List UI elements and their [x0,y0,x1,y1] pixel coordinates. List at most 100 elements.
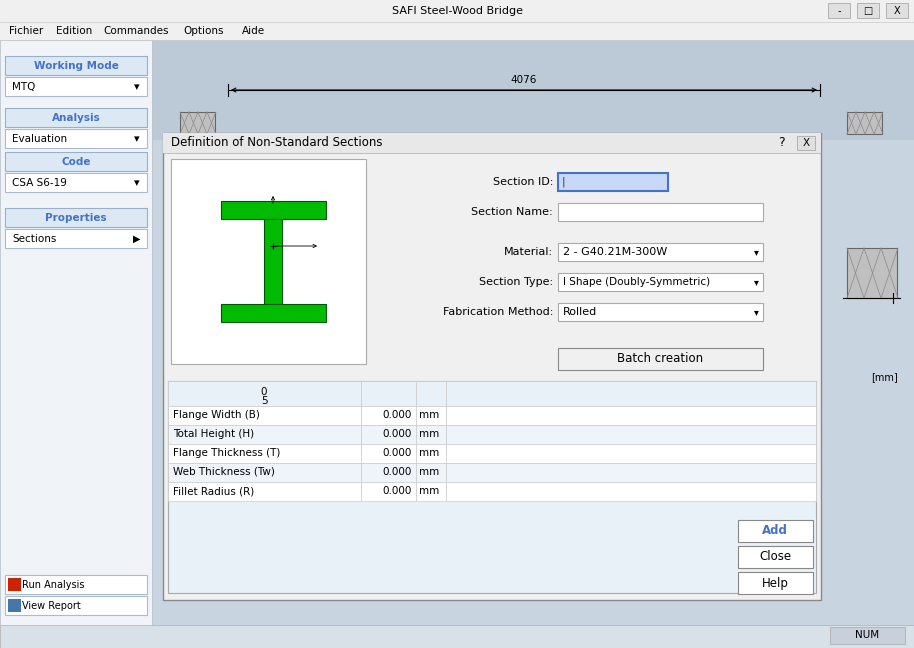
Text: Evaluation: Evaluation [12,134,67,144]
Text: Web Thickness (Tw): Web Thickness (Tw) [173,467,275,477]
Bar [416,381,446,406]
Bar [168,381,816,593]
Text: mm: mm [419,448,440,458]
Bar [416,463,446,482]
Text: Zs: Zs [322,234,331,243]
Bar [163,133,821,153]
Bar [5,575,147,594]
Text: X: X [894,6,900,16]
Text: ▾: ▾ [134,134,140,144]
Text: Analysis: Analysis [51,113,101,123]
Text: Ys: Ys [275,184,283,193]
Bar [264,219,282,304]
Bar [8,599,21,612]
Text: mm: mm [419,467,440,477]
Bar [558,243,763,261]
Bar [221,201,326,219]
Bar [361,463,416,482]
Bar [5,229,147,248]
Bar [446,406,816,425]
Text: Help: Help [761,577,789,590]
Text: Section Type:: Section Type: [479,277,553,287]
Text: 2 - G40.21M-300W: 2 - G40.21M-300W [563,247,667,257]
Text: □: □ [864,6,873,16]
Text: mm: mm [419,429,440,439]
Text: ▶: ▶ [133,234,140,244]
Text: Commandes: Commandes [103,26,168,36]
Bar [416,444,446,463]
Bar [168,463,361,482]
Text: mm: mm [419,486,440,496]
Bar [152,40,914,625]
Bar [361,482,416,501]
Text: Tw: Tw [252,275,262,284]
Bar [5,173,147,192]
Bar [5,208,147,227]
Bar [5,596,147,615]
Text: Add: Add [762,524,788,537]
Bar [8,578,21,591]
Bar [163,133,821,600]
Text: Flange Thickness (T): Flange Thickness (T) [173,448,281,458]
Text: Edition: Edition [56,26,92,36]
Bar [558,303,763,321]
Bar [361,425,416,444]
Bar [0,40,152,625]
Text: mm: mm [419,410,440,420]
Text: CSA S6-19: CSA S6-19 [12,178,67,188]
Bar [446,463,816,482]
Bar [446,482,816,501]
Text: 0: 0 [270,193,274,199]
Text: -: - [837,6,841,16]
Bar [361,406,416,425]
Text: I Shape (Doubly-Symmetric): I Shape (Doubly-Symmetric) [563,277,710,287]
Text: P: P [309,244,314,253]
Text: MTQ: MTQ [12,82,36,92]
Text: Section Name:: Section Name: [472,207,553,217]
Text: Run Analysis: Run Analysis [22,580,84,590]
Bar [180,112,215,134]
Bar [5,108,147,127]
Text: Total Height (H): Total Height (H) [173,429,254,439]
Bar [446,444,816,463]
Text: ▾: ▾ [134,178,140,188]
Text: Fichier: Fichier [9,26,43,36]
Text: 0: 0 [260,387,267,397]
Text: ▾: ▾ [754,307,759,317]
Text: Properties: Properties [45,213,107,223]
Bar [828,3,850,18]
Bar [168,406,361,425]
Text: Working Mode: Working Mode [34,61,119,71]
Bar [558,173,668,191]
Bar [221,304,326,322]
Bar [361,444,416,463]
Text: 5: 5 [260,396,267,406]
Text: [mm]: [mm] [871,372,898,382]
Text: Aide: Aide [242,26,265,36]
Text: Options: Options [183,26,224,36]
Bar [168,425,361,444]
Text: Fillet Radius (R): Fillet Radius (R) [173,486,254,496]
Bar [5,56,147,75]
Text: ?: ? [778,137,784,150]
Text: Close: Close [759,551,791,564]
Text: Rolled: Rolled [563,307,597,317]
Bar [847,248,897,298]
Text: Section ID:: Section ID: [493,177,553,187]
Bar [168,444,361,463]
Text: 0.000: 0.000 [383,429,412,439]
Text: Fabrication Method:: Fabrication Method: [442,307,553,317]
Text: H: H [195,257,201,266]
Bar [886,3,908,18]
Text: 4076: 4076 [511,75,537,85]
Bar [446,381,816,406]
Text: R: R [283,222,289,231]
Bar [168,482,361,501]
Bar [847,112,882,134]
Bar [5,129,147,148]
Text: 0.000: 0.000 [383,486,412,496]
Text: T: T [336,308,341,318]
Bar [830,627,905,644]
Bar [0,22,914,40]
Text: Code: Code [61,157,90,167]
